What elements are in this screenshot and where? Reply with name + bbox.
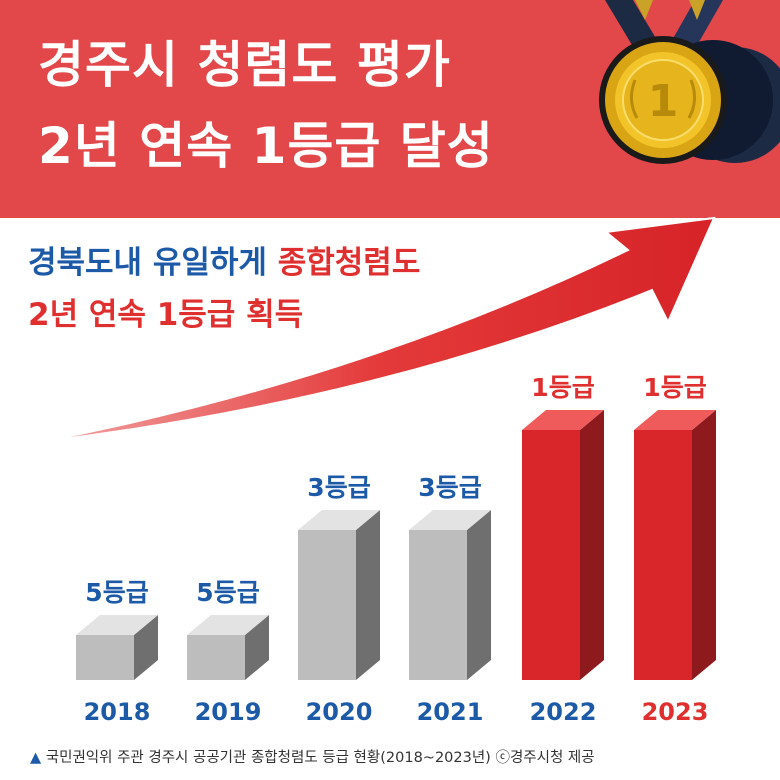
subtitle-line2: 2년 연속 1등급 획득 — [28, 300, 303, 331]
bar-top-2023 — [634, 410, 716, 430]
data-label-2019: 5등급 — [196, 578, 259, 607]
bar-side-2019 — [245, 615, 269, 680]
subtitle-line2-part2: 1등급 획득 — [156, 297, 304, 333]
bar-side-2023 — [692, 410, 716, 680]
bar-top-2020 — [298, 510, 380, 530]
subtitle-line1-part2: 종합청렴도 — [277, 245, 421, 281]
bar-top-2018 — [76, 615, 158, 635]
bar-top-2021 — [409, 510, 491, 530]
page-title-line2: 2년 연속 1등급 달성 — [38, 117, 494, 175]
x-tick-2019: 2019 — [195, 698, 262, 726]
source-footnote: ▲ 국민권익위 주관 경주시 공공기관 종합청렴도 등급 현황(2018~202… — [30, 746, 595, 767]
bar-side-2020 — [356, 510, 380, 680]
data-label-2022: 1등급 — [531, 373, 594, 402]
trend-arrow — [39, 216, 716, 443]
x-tick-2021: 2021 — [417, 698, 484, 726]
subtitle-line2-part1: 2년 연속 — [28, 297, 157, 333]
x-tick-2020: 2020 — [306, 698, 373, 726]
page-title-line1: 경주시 청렴도 평가 — [38, 36, 451, 94]
bar-top-2019 — [187, 615, 269, 635]
gold-medal-icon: 1 — [599, 0, 780, 164]
bar-2018 — [76, 635, 134, 680]
bar-top-2022 — [522, 410, 604, 430]
footnote-text: 국민권익위 주관 경주시 공공기관 종합청렴도 등급 현황(2018~2023년… — [41, 750, 595, 766]
x-tick-2023: 2023 — [642, 698, 709, 726]
bar-2021 — [409, 530, 467, 680]
data-label-2021: 3등급 — [418, 473, 481, 502]
data-label-2018: 5등급 — [85, 578, 148, 607]
bar-2019 — [187, 635, 245, 680]
bar-2023 — [634, 430, 692, 680]
triangle-icon: ▲ — [30, 750, 42, 766]
medal-number: 1 — [648, 76, 679, 127]
x-tick-2022: 2022 — [530, 698, 597, 726]
bar-2022 — [522, 430, 580, 680]
data-label-2020: 3등급 — [307, 473, 370, 502]
bar-side-2021 — [467, 510, 491, 680]
subtitle-line1-part1: 경북도내 유일하게 — [28, 245, 278, 281]
x-tick-2018: 2018 — [84, 698, 151, 726]
bar-side-2018 — [134, 615, 158, 680]
bar-2020 — [298, 530, 356, 680]
bar-side-2022 — [580, 410, 604, 680]
subtitle-line1: 경북도내 유일하게 종합청렴도 — [28, 248, 420, 279]
data-label-2023: 1등급 — [643, 373, 706, 402]
